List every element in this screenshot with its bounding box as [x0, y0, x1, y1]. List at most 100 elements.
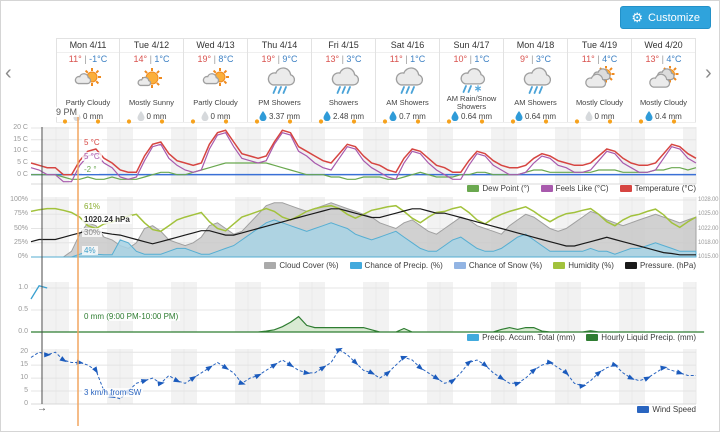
day-strip: Mon 4/11 11° | -1°C Partly Cloudy 0 mm T…: [56, 38, 696, 123]
day-condition: Mostly Cloudy: [575, 98, 624, 108]
day-temps: 19° | 9°C: [261, 54, 298, 64]
legend-item[interactable]: Dew Point (°): [467, 184, 530, 193]
y-axis-tick: 25%: [13, 238, 28, 246]
customize-label: Customize: [648, 11, 700, 24]
y-axis-right-tick: 1025.00: [698, 211, 719, 218]
day-temps: 10° | 1°C: [453, 54, 490, 64]
day-card[interactable]: Tue 4/12 14° | 1°C Mostly Sunny 0 mm: [120, 39, 184, 122]
y-axis-tick: 50%: [13, 224, 28, 232]
y-axis-tick: 0%: [17, 253, 28, 260]
legend-item[interactable]: Feels Like (°C): [540, 184, 609, 193]
day-condition: PM Showers: [258, 98, 301, 108]
legend-item[interactable]: Humidity (%): [553, 261, 614, 270]
y-axis-tick: 10: [20, 374, 28, 382]
legend-item[interactable]: Chance of Snow (%): [453, 261, 542, 270]
day-temps: 11° | 1°C: [389, 54, 426, 64]
legend-item[interactable]: Wind Speed: [637, 405, 696, 414]
next-days-button[interactable]: ›: [705, 62, 712, 84]
y-axis-tick: 0.5: [18, 306, 28, 313]
day-precip: 0 mm: [137, 110, 167, 122]
y-axis-tick: 5: [24, 387, 28, 394]
day-label: Tue 4/19: [568, 39, 631, 53]
day-condition: Mostly Cloudy: [639, 98, 688, 108]
weather-icon-showers: [328, 66, 360, 95]
y-axis-tick: 1.0: [18, 284, 28, 291]
y-axis-tick: 20 C: [13, 124, 28, 131]
day-condition: AM Rain/Snow Showers: [446, 94, 497, 111]
day-precip: 2.48 mm: [323, 110, 364, 122]
prev-days-button[interactable]: ‹: [5, 62, 12, 84]
crosshair-tooltip: 4%: [82, 246, 98, 255]
crosshair-tooltip: 5 °C: [82, 152, 102, 161]
legend-item[interactable]: Chance of Precip. (%): [349, 261, 443, 270]
legend-item[interactable]: Cloud Cover (%): [264, 261, 339, 270]
day-label: Sat 4/16: [376, 39, 439, 53]
day-card[interactable]: Mon 4/18 9° | 3°C AM Showers 0.64 mm: [504, 39, 568, 122]
day-precip: 0 mm: [585, 110, 615, 122]
crosshair-tooltip: 5 °C: [82, 138, 102, 147]
weather-icon-mostly-sunny: [136, 66, 168, 95]
day-label: Fri 4/15: [312, 39, 375, 53]
day-label: Mon 4/11: [57, 39, 119, 53]
day-card[interactable]: Sun 4/17 10° | 1°C AM Rain/Snow Showers …: [440, 39, 504, 122]
weather-icon-mostly-cloudy: [648, 66, 680, 95]
droplet-icon: [515, 111, 523, 122]
customize-button[interactable]: ⚙ Customize: [620, 6, 711, 29]
day-condition: Showers: [328, 98, 359, 108]
chart-legend: Precip. Accum. Total (mm) Hourly Liquid P…: [467, 333, 696, 342]
crosshair-tooltip: 1020.24 hPa: [82, 215, 132, 224]
day-card[interactable]: Tue 4/19 11° | 4°C Mostly Cloudy 0 mm: [568, 39, 632, 122]
y-axis-tick: 75%: [13, 210, 28, 218]
day-card[interactable]: Sat 4/16 11° | 1°C AM Showers 0.7 mm: [376, 39, 440, 122]
day-card[interactable]: Mon 4/11 11° | -1°C Partly Cloudy 0 mm: [56, 39, 120, 122]
weather-icon-showers: [520, 66, 552, 95]
day-card[interactable]: Thu 4/14 19° | 9°C PM Showers 3.37 mm: [248, 39, 312, 122]
day-label: Sun 4/17: [440, 39, 503, 53]
chart-legend: Dew Point (°) Feels Like (°C) Temperature …: [467, 184, 696, 193]
day-precip: 0.64 mm: [515, 110, 556, 122]
day-precip: 0.64 mm: [451, 110, 492, 122]
droplet-icon: [259, 111, 267, 122]
day-label: Mon 4/18: [504, 39, 567, 53]
droplet-icon: [389, 111, 397, 122]
y-axis-tick: 15 C: [13, 135, 28, 143]
weather-icon-rain-snow: [456, 66, 488, 95]
crosshair-tooltip: 30%: [82, 228, 103, 237]
y-axis-tick: 10 C: [13, 147, 28, 155]
day-temps: 14° | 1°C: [133, 54, 170, 64]
legend-item[interactable]: Temperature (°C): [619, 184, 696, 193]
chart-legend: Wind Speed: [637, 405, 696, 414]
gear-icon: ⚙: [631, 10, 644, 25]
legend-item[interactable]: Precip. Accum. Total (mm): [467, 333, 575, 342]
droplet-icon: [201, 111, 209, 122]
day-card[interactable]: Fri 4/15 13° | 3°C Showers 2.48 mm: [312, 39, 376, 122]
weather-icon-mostly-cloudy: [584, 66, 616, 95]
legend-item[interactable]: Pressure. (hPa): [624, 261, 696, 270]
droplet-icon: [585, 111, 593, 122]
day-temps: 11° | 4°C: [581, 54, 618, 64]
weather-icon-partly-cloudy: [72, 66, 104, 95]
y-axis-tick: 0.0: [18, 328, 28, 335]
droplet-icon: [645, 111, 653, 122]
weather-icon-partly-cloudy: [200, 66, 232, 95]
y-axis-tick: 15: [20, 361, 28, 369]
day-temps: 13° | 4°C: [645, 54, 682, 64]
day-condition: AM Showers: [514, 98, 557, 108]
legend-item[interactable]: Hourly Liquid Precip. (mm): [586, 333, 696, 342]
chart-legend: Cloud Cover (%) Chance of Precip. (%) Chan…: [264, 261, 696, 270]
droplet-icon: [451, 111, 459, 122]
day-condition: Partly Cloudy: [193, 98, 238, 108]
wind-direction-arrow: →: [37, 403, 47, 414]
day-label: Tue 4/12: [120, 39, 183, 53]
crosshair-tooltip: 0 mm (9:00 PM-10:00 PM): [82, 312, 181, 321]
day-card[interactable]: Wed 4/20 13° | 4°C Mostly Cloudy 0.4 mm: [632, 39, 696, 122]
y-axis-right-tick: 1015.00: [698, 254, 719, 260]
day-label: Thu 4/14: [248, 39, 311, 53]
y-axis-right-tick: 1022.00: [698, 225, 719, 232]
day-card[interactable]: Wed 4/13 19° | 8°C Partly Cloudy 0 mm: [184, 39, 248, 122]
crosshair-time-label: 9 PM: [54, 107, 80, 117]
day-precip: 0.7 mm: [389, 110, 426, 122]
y-axis-tick: 0: [24, 400, 28, 407]
